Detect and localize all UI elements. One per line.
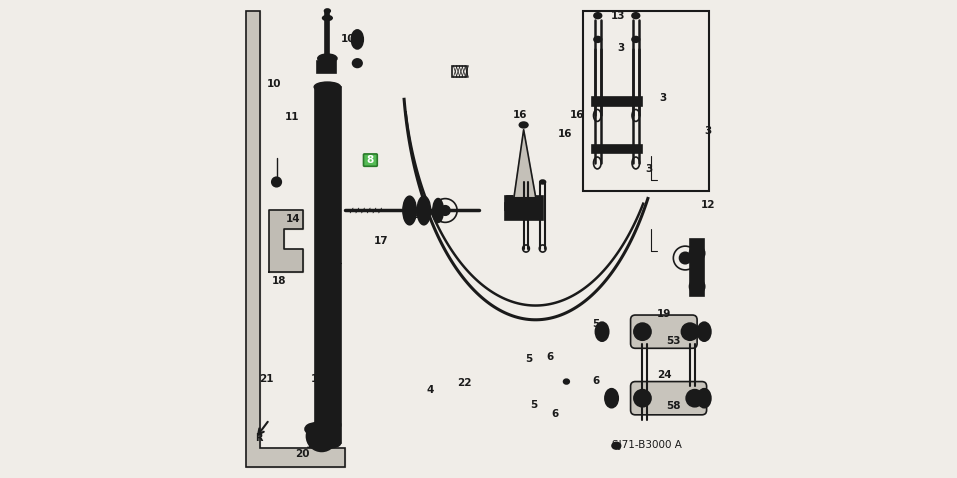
Bar xyxy=(453,65,467,77)
Text: 8: 8 xyxy=(367,155,373,165)
Text: 3: 3 xyxy=(645,164,652,174)
Ellipse shape xyxy=(612,443,620,449)
FancyBboxPatch shape xyxy=(364,154,377,166)
Circle shape xyxy=(315,429,329,444)
Text: 20: 20 xyxy=(296,449,310,459)
Ellipse shape xyxy=(595,322,609,341)
Text: 18: 18 xyxy=(272,276,287,286)
Ellipse shape xyxy=(314,82,341,92)
Text: 6: 6 xyxy=(546,352,554,362)
Circle shape xyxy=(679,252,691,264)
Ellipse shape xyxy=(698,322,711,341)
Ellipse shape xyxy=(352,59,362,67)
Ellipse shape xyxy=(599,327,605,336)
Circle shape xyxy=(272,177,281,187)
Bar xyxy=(315,87,341,444)
Text: 6: 6 xyxy=(592,376,600,386)
Polygon shape xyxy=(246,11,345,467)
Ellipse shape xyxy=(323,16,332,21)
Text: 3: 3 xyxy=(704,127,711,136)
Bar xyxy=(591,145,641,153)
Ellipse shape xyxy=(417,196,431,225)
Text: 5: 5 xyxy=(530,400,537,410)
Ellipse shape xyxy=(318,54,337,63)
Text: 13: 13 xyxy=(611,11,625,22)
Ellipse shape xyxy=(520,122,528,128)
Text: 3: 3 xyxy=(617,43,625,53)
Ellipse shape xyxy=(594,13,602,19)
Ellipse shape xyxy=(701,394,707,402)
Ellipse shape xyxy=(324,9,330,13)
Circle shape xyxy=(681,323,699,340)
FancyBboxPatch shape xyxy=(631,315,697,348)
Ellipse shape xyxy=(540,180,545,184)
Ellipse shape xyxy=(632,13,639,19)
Circle shape xyxy=(634,390,651,407)
Text: 58: 58 xyxy=(666,401,680,411)
Bar xyxy=(690,239,704,296)
Bar xyxy=(583,11,709,192)
Text: SJ71-B3000 A: SJ71-B3000 A xyxy=(612,440,681,450)
Text: 22: 22 xyxy=(457,378,472,388)
Bar xyxy=(504,203,538,210)
Ellipse shape xyxy=(698,389,711,408)
Text: 12: 12 xyxy=(701,200,716,210)
Circle shape xyxy=(689,246,704,261)
Text: 17: 17 xyxy=(374,236,389,246)
Ellipse shape xyxy=(564,379,569,384)
Text: 24: 24 xyxy=(657,370,671,380)
Circle shape xyxy=(689,279,704,294)
Text: R: R xyxy=(256,433,262,443)
Circle shape xyxy=(686,390,703,407)
Text: 16: 16 xyxy=(557,129,572,139)
Text: 7: 7 xyxy=(519,198,526,208)
Text: 5: 5 xyxy=(592,319,600,329)
Ellipse shape xyxy=(351,30,364,49)
Circle shape xyxy=(440,206,450,215)
Text: 5: 5 xyxy=(525,354,532,364)
Bar xyxy=(591,98,641,106)
Text: 15: 15 xyxy=(311,374,325,383)
Text: 4: 4 xyxy=(426,385,434,395)
Bar xyxy=(507,196,536,203)
Bar xyxy=(321,168,329,444)
Text: 10: 10 xyxy=(341,34,355,44)
Bar xyxy=(325,11,329,68)
Polygon shape xyxy=(514,130,536,196)
Text: 53: 53 xyxy=(666,337,680,347)
Text: 16: 16 xyxy=(570,110,585,120)
Text: 14: 14 xyxy=(286,214,300,224)
Ellipse shape xyxy=(609,394,614,402)
Ellipse shape xyxy=(632,36,639,42)
Text: 2: 2 xyxy=(412,210,419,219)
Ellipse shape xyxy=(701,327,707,336)
Text: 21: 21 xyxy=(259,374,274,383)
Bar xyxy=(317,61,336,73)
Ellipse shape xyxy=(605,389,618,408)
Ellipse shape xyxy=(594,36,602,42)
Text: 6: 6 xyxy=(551,409,559,419)
Text: 16: 16 xyxy=(513,110,527,120)
Text: 3: 3 xyxy=(659,93,666,103)
Circle shape xyxy=(634,323,651,340)
Ellipse shape xyxy=(314,439,341,448)
Ellipse shape xyxy=(433,198,443,222)
Text: 9: 9 xyxy=(335,421,342,431)
Text: 19: 19 xyxy=(657,309,671,319)
Ellipse shape xyxy=(403,196,416,225)
Text: 19: 19 xyxy=(305,440,320,450)
Text: 10: 10 xyxy=(267,79,281,89)
Polygon shape xyxy=(270,210,302,272)
Ellipse shape xyxy=(305,423,324,435)
Bar xyxy=(504,196,543,220)
Ellipse shape xyxy=(523,180,529,184)
Text: 11: 11 xyxy=(284,112,300,122)
FancyBboxPatch shape xyxy=(631,381,706,415)
Circle shape xyxy=(306,421,337,451)
